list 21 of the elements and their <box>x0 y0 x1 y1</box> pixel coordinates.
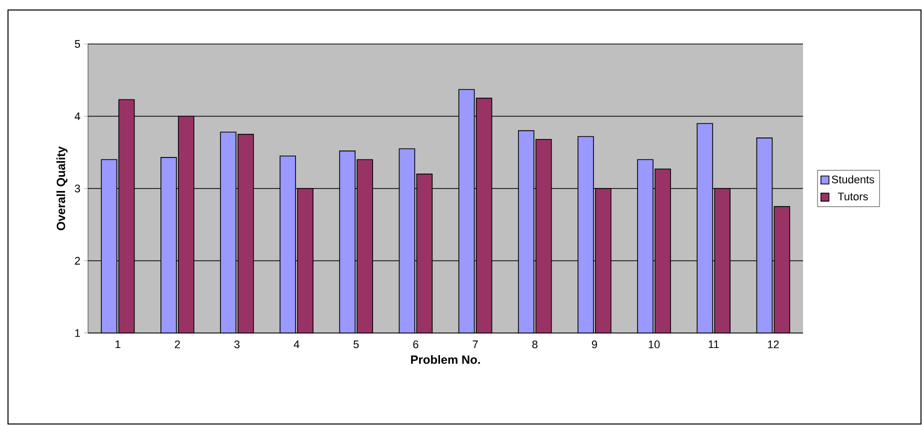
y-tick-label: 4 <box>74 112 80 120</box>
y-tick-label: 2 <box>74 256 80 265</box>
x-axis-title: Problem No. <box>411 355 480 364</box>
y-tick-label: 1 <box>75 329 80 337</box>
x-tick-label: 1 <box>116 340 120 348</box>
y-tick-label: 5 <box>74 40 80 48</box>
x-tick-label: 10 <box>648 340 660 348</box>
y-axis-title: Overall Quality <box>56 146 68 230</box>
y-tick-label: 3 <box>74 184 80 192</box>
x-tick-label: 11 <box>708 340 719 348</box>
x-tick-label: 4 <box>294 340 300 348</box>
x-tick-label: 7 <box>472 340 478 348</box>
legend-label: Students <box>832 175 874 184</box>
x-tick-label: 6 <box>413 340 418 348</box>
x-tick-label: 12 <box>768 340 779 348</box>
x-tick-label: 3 <box>234 340 240 348</box>
x-tick-label: 9 <box>592 340 597 348</box>
x-tick-label: 8 <box>532 340 538 348</box>
legend-label: Tutors <box>838 192 868 200</box>
x-tick-label: 2 <box>174 340 180 348</box>
x-tick-label: 5 <box>354 340 359 348</box>
